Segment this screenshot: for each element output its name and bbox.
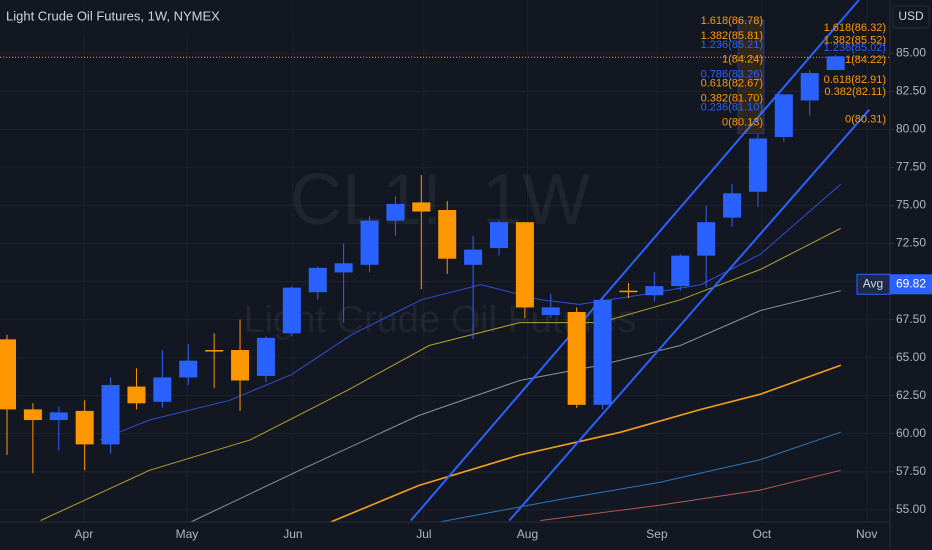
fib-label: 0.618(82.91) — [824, 74, 886, 86]
y-tick-label: 72.50 — [896, 236, 926, 250]
y-tick-label: 75.00 — [896, 198, 926, 212]
fib-label: 0.618(82.67) — [701, 78, 763, 90]
y-tick-label: 65.00 — [896, 350, 926, 364]
candle-body — [101, 385, 120, 445]
candle-body — [179, 360, 198, 378]
trendline — [410, 0, 860, 522]
fib-band — [737, 19, 765, 134]
candle-body — [75, 410, 94, 445]
y-tick-label: 85.00 — [896, 45, 926, 59]
candle-body — [412, 202, 431, 212]
x-tick-label: Jun — [283, 527, 302, 541]
y-tick-label: 80.00 — [896, 122, 926, 136]
candle-body — [748, 138, 767, 192]
candle-body — [308, 267, 327, 293]
y-tick-label: 62.50 — [896, 388, 926, 402]
avg-label: Avg — [863, 276, 883, 290]
x-tick-label: Jul — [416, 527, 431, 541]
candle-body — [567, 311, 586, 405]
x-tick-label: Nov — [856, 527, 877, 541]
fib-label: 1.382(85.52) — [824, 34, 886, 46]
avg-value: 69.82 — [896, 276, 926, 290]
candle-body — [127, 386, 146, 404]
candle-body — [671, 255, 690, 287]
fib-label: 0.382(81.70) — [701, 92, 763, 104]
fib-label: 1.618(86.78) — [701, 15, 763, 27]
moving-average — [330, 364, 842, 522]
candle-body — [334, 263, 353, 273]
candle-body — [438, 210, 457, 259]
candle-body — [645, 286, 664, 296]
y-tick-label: 82.50 — [896, 83, 926, 97]
fib-label: 1.382(85.81) — [701, 30, 763, 42]
currency-box[interactable] — [892, 5, 930, 29]
fib-label: 0.786(83.26) — [701, 69, 763, 81]
candle-body — [800, 73, 819, 101]
candle-body — [515, 222, 534, 308]
y-tick-label: 77.50 — [896, 160, 926, 174]
x-tick-label: May — [176, 527, 199, 541]
x-tick-label: Oct — [752, 527, 771, 541]
fib-label: 0.382(82.11) — [824, 86, 886, 98]
moving-average — [540, 469, 841, 521]
y-tick-label: 55.00 — [896, 502, 926, 516]
avg-value-box — [890, 274, 932, 295]
currency: USD — [898, 9, 924, 23]
fib-label: 1(84.24) — [722, 54, 763, 66]
candle-body — [489, 222, 508, 249]
candle-body — [256, 337, 275, 376]
candle-body — [49, 412, 68, 421]
fib-label: 1(84.22) — [845, 54, 886, 66]
candle-body — [826, 56, 845, 71]
y-tick-label: 67.50 — [896, 312, 926, 326]
candle-body — [153, 377, 172, 402]
trendline — [508, 108, 871, 522]
fib-label: 0.236(81.10) — [701, 102, 763, 114]
candle-body — [0, 339, 16, 410]
fib-label: 1.618(86.32) — [824, 22, 886, 34]
y-tick-label: 57.50 — [896, 464, 926, 478]
candle-body — [541, 307, 560, 316]
candle-body — [464, 249, 483, 265]
fib-label: 1.236(85.02) — [824, 42, 886, 54]
plot-area — [0, 0, 890, 522]
candle-body — [231, 350, 250, 381]
candle-body — [774, 94, 793, 137]
title-backdrop — [0, 0, 300, 34]
y-tick-label: 60.00 — [896, 426, 926, 440]
candle-body — [282, 287, 301, 334]
candle-body — [386, 203, 405, 221]
candle-body — [723, 193, 742, 218]
moving-average — [40, 227, 842, 521]
fib-label: 0(80.31) — [845, 114, 886, 126]
chart-title: Light Crude Oil Futures, 1W, NYMEX — [6, 8, 220, 23]
x-tick-label: Aug — [517, 527, 538, 541]
candle-body — [23, 409, 42, 421]
fib-label: 0(80.13) — [722, 116, 763, 128]
fib-label: 1.236(85.21) — [701, 39, 763, 51]
candle-body — [593, 299, 612, 405]
candle-body — [697, 222, 716, 256]
x-tick-label: Apr — [75, 527, 94, 541]
candle-body — [619, 290, 638, 293]
candle-body — [360, 220, 379, 265]
moving-average — [190, 290, 841, 522]
x-tick-label: Sep — [646, 527, 668, 541]
moving-average — [100, 183, 842, 441]
candle-body — [205, 350, 224, 352]
